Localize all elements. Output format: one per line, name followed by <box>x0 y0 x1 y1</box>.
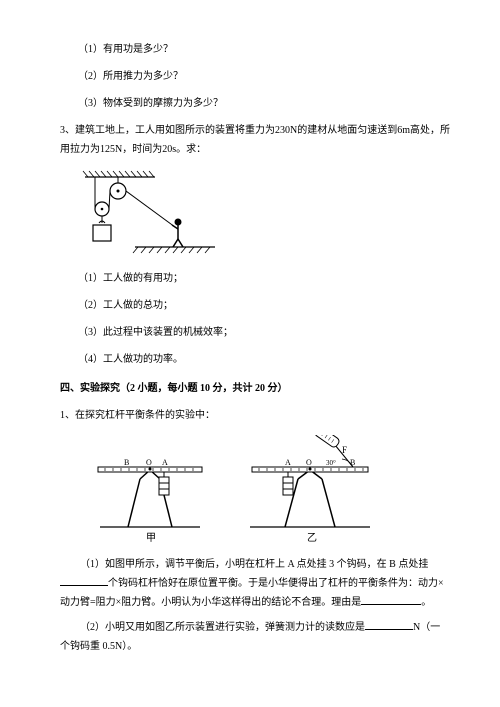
blank-1 <box>60 576 108 586</box>
s4-q1-sub1: （1）如图甲所示，调节平衡后，小明在杠杆上 A 点处挂 3 个钩码，在 B 点处… <box>60 555 450 612</box>
q2-sub3: （3）物体受到的摩擦力为多少？ <box>60 94 450 113</box>
s4-q1-figure-lever: B O A 甲 A O B F 30° 乙 <box>80 435 450 545</box>
q2-sub1: （1）有用功是多少？ <box>60 40 450 59</box>
s4-q1-sub1-a: （1）如图甲所示，调节平衡后，小明在杠杆上 A 点处挂 3 个钩码，在 B 点处… <box>80 559 428 570</box>
blank-2 <box>361 595 421 605</box>
q2-sub2: （2）所用推力为多少？ <box>60 67 450 86</box>
section4-header: 四、实验探究（2 小题，每小题 10 分，共计 20 分） <box>60 379 450 398</box>
label-angle: 30° <box>326 459 336 467</box>
blank-3 <box>365 620 413 630</box>
label-F: F <box>342 445 347 455</box>
s4-q1-sub1-c: 。 <box>421 597 431 608</box>
s4-q1-stem: 1、在探究杠杆平衡条件的实验中： <box>60 406 450 425</box>
q3-stem: 3、建筑工地上，工人用如图所示的装置将重力为230N的建材从地面匀速送到6m高处… <box>60 121 450 159</box>
label-yi: 乙 <box>307 532 317 544</box>
q3-sub3: （3）此过程中该装置的机械效率； <box>60 323 450 342</box>
label-jia: 甲 <box>146 533 156 544</box>
label-A-jia: A <box>162 458 168 467</box>
label-B-jia: B <box>124 458 129 467</box>
q3-sub4: （4）工人做功的功率。 <box>60 350 450 369</box>
label-A-yi: A <box>285 458 291 467</box>
q3-sub2: （2）工人做的总功； <box>60 296 450 315</box>
label-O-yi: O <box>306 458 312 467</box>
s4-q1-sub2: （2）小明又用如图乙所示装置进行实验，弹簧测力计的读数应是N（一个钩码重 0.5… <box>60 618 450 656</box>
q3-sub1: （1）工人做的有用功； <box>60 269 450 288</box>
q3-figure-pulley <box>80 169 450 259</box>
label-O-jia: O <box>146 458 152 467</box>
s4-q1-sub2-a: （2）小明又用如图乙所示装置进行实验，弹簧测力计的读数应是 <box>80 622 365 633</box>
